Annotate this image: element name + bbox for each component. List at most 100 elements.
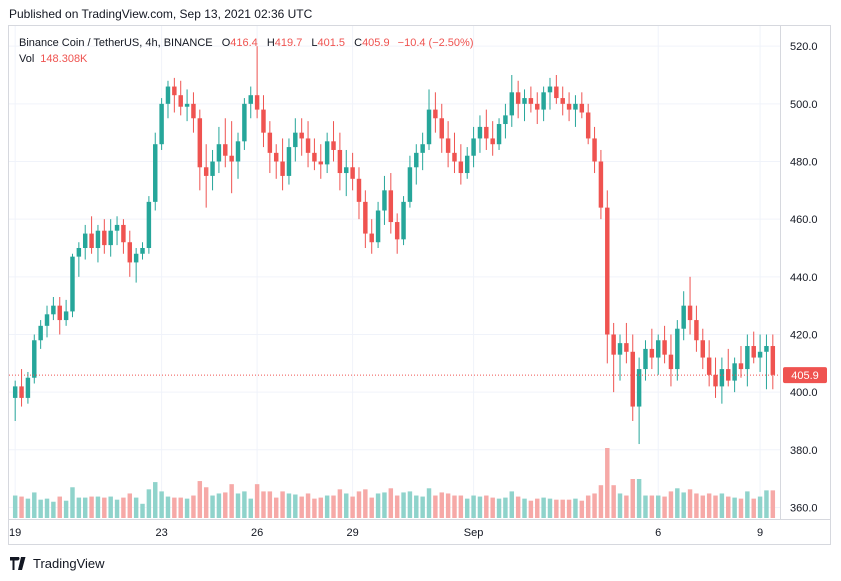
candle-body [535, 103, 540, 110]
volume-bar [592, 493, 597, 518]
candle-body [598, 161, 604, 208]
candle-body [25, 377, 31, 398]
candle-body [433, 109, 438, 119]
volume-bar [76, 497, 82, 518]
volume-bar [681, 492, 686, 518]
candle-body [426, 109, 432, 145]
candle-body [286, 147, 292, 176]
candle-body [344, 167, 349, 174]
volume-bar [121, 497, 126, 518]
volume-bar [12, 495, 18, 518]
candle-body [63, 311, 69, 321]
volume-bar [445, 493, 451, 518]
volume-bar [630, 479, 635, 518]
volume-bar [286, 493, 292, 518]
candle-body [668, 354, 674, 370]
volume-bar [153, 482, 158, 518]
candle-body [585, 112, 591, 139]
candle-body [394, 222, 400, 240]
volume-bar [573, 498, 578, 518]
candle-body [318, 161, 324, 165]
candle-body [713, 374, 718, 387]
candle-body [229, 155, 234, 162]
volume-bar [32, 492, 37, 518]
volume-bar [605, 448, 610, 518]
candle-body [133, 253, 139, 263]
x-tick-label: 26 [251, 527, 263, 539]
time-axis[interactable]: 19232629Sep6913 [9, 527, 841, 539]
close-value: 405.9 [362, 37, 390, 49]
candle-body [471, 138, 476, 156]
volume-bar [726, 496, 731, 518]
volume-bar [254, 484, 260, 518]
candle-body [560, 98, 565, 104]
candle-body [165, 86, 171, 104]
candle-body [751, 346, 756, 358]
volume-bar [745, 491, 750, 518]
candle-body [458, 161, 464, 174]
candle-body [414, 152, 419, 168]
volume-bar [261, 491, 266, 518]
volume-bar [191, 495, 196, 518]
symbol-name[interactable]: Binance Coin / TetherUS, 4h, BINANCE [19, 37, 213, 49]
grid-lines [9, 26, 780, 519]
volume-bar [541, 497, 546, 518]
candle-body [280, 161, 285, 176]
candle-body [547, 86, 553, 93]
volume-bar [25, 498, 31, 518]
volume-bar [668, 491, 674, 518]
last-price-tag: 405.9 [783, 367, 827, 384]
candle-body [401, 201, 406, 240]
volume-bar [95, 496, 101, 518]
volume-bar [509, 491, 515, 518]
volume-bar [579, 500, 585, 518]
volume-bar [407, 491, 413, 518]
y-tick-label: 380.0 [790, 445, 818, 457]
candle-body [630, 351, 635, 407]
x-tick-label: 23 [155, 527, 167, 539]
candle-body [738, 363, 744, 370]
candle-body [490, 138, 495, 145]
volume-bar [566, 499, 572, 518]
open-value: 416.4 [230, 37, 258, 49]
volume-bar [757, 496, 763, 518]
price-axis[interactable]: 360.0 380.0 400.0 420.0 440.0 460.0 480.0 500.0… [790, 41, 818, 514]
candle-body [82, 233, 88, 248]
volume-label[interactable]: Vol [19, 53, 35, 65]
candle-body [554, 86, 559, 99]
volume-bar [522, 498, 527, 518]
candle-body [706, 357, 712, 375]
volume-bar [484, 495, 489, 518]
volume-bar [611, 485, 616, 518]
close-label: C [354, 37, 363, 49]
volume-bar [655, 495, 661, 518]
volume-bar [356, 491, 362, 518]
volume-bar [401, 492, 406, 518]
volume-bar [44, 498, 50, 518]
tradingview-logo[interactable]: TradingView [10, 556, 105, 571]
volume-bar [38, 499, 43, 518]
y-tick-label: 480.0 [790, 157, 818, 169]
volume-bar [70, 487, 75, 518]
candle-body [757, 351, 763, 358]
volume-bars [12, 448, 776, 518]
volume-bar [649, 495, 655, 518]
candle-body [273, 152, 279, 162]
candle-body [146, 201, 152, 248]
volume-bar [382, 492, 387, 518]
x-tick-label: Sep [464, 527, 484, 539]
candle-body [210, 161, 215, 176]
candle-body [649, 348, 655, 358]
volume-bar [496, 498, 502, 518]
volume-bar [146, 489, 152, 518]
volume-bar [675, 488, 680, 518]
candle-body [216, 144, 222, 162]
volume-bar [312, 498, 317, 518]
candle-body [178, 95, 183, 107]
volume-bar [223, 492, 228, 518]
y-tick-label: 460.0 [790, 214, 818, 226]
volume-bar [764, 490, 769, 518]
x-tick-label: 19 [9, 527, 21, 539]
volume-bar [102, 497, 107, 518]
